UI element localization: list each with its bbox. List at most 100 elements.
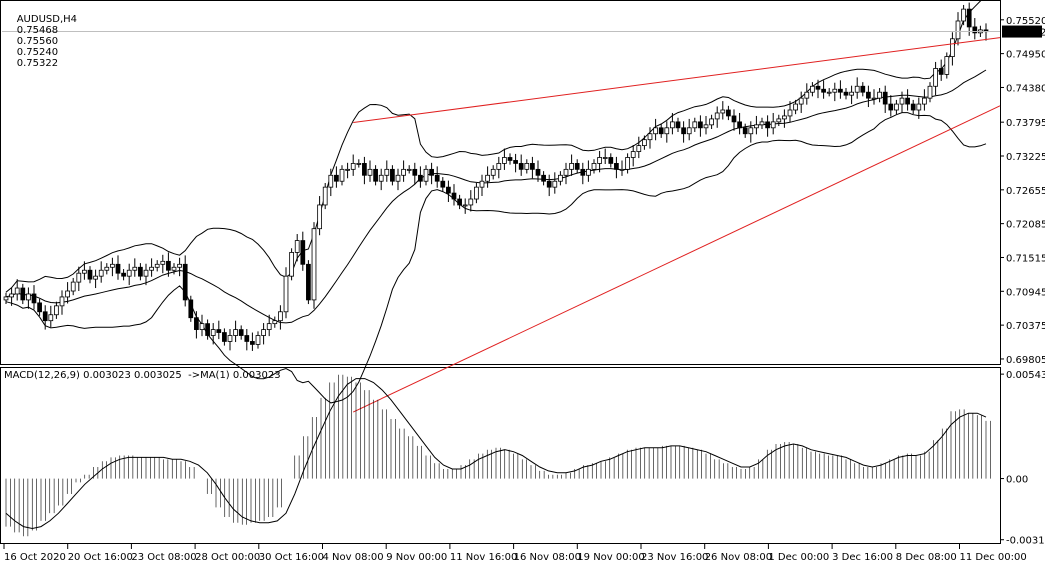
candle-body: [126, 269, 132, 277]
candle: [787, 101, 793, 123]
candle: [138, 263, 143, 281]
candle-body: [418, 174, 423, 182]
candle-body: [782, 115, 787, 120]
candle: [518, 154, 524, 176]
candle-body: [871, 97, 877, 100]
candle-body: [166, 260, 171, 271]
candle: [93, 269, 98, 289]
candle: [104, 263, 110, 275]
candle: [972, 18, 978, 40]
candle-body: [608, 157, 614, 164]
candle: [87, 266, 93, 284]
candle-body: [384, 168, 390, 176]
candle: [378, 168, 384, 191]
candle-body: [272, 320, 278, 325]
candle-body: [143, 269, 149, 277]
candle: [899, 91, 905, 113]
candle: [143, 263, 149, 286]
candle: [535, 160, 541, 182]
candle-body: [569, 163, 574, 170]
candle: [815, 79, 821, 99]
candle: [194, 311, 199, 339]
candle-body: [703, 124, 709, 129]
candle-body: [367, 168, 373, 176]
price-axis-label: 0.75520: [1006, 16, 1045, 27]
candle-body: [412, 168, 418, 176]
candle-body: [793, 103, 798, 111]
candle: [748, 121, 754, 143]
candle: [720, 101, 726, 120]
candle: [345, 162, 350, 179]
candle: [121, 269, 126, 281]
symbol-label: AUDUSD,H4: [16, 14, 78, 25]
candle-body: [714, 112, 720, 120]
candle-body: [552, 180, 558, 188]
candle-body: [843, 91, 849, 96]
candle: [871, 89, 877, 105]
candle-body: [888, 103, 894, 111]
candle-body: [121, 272, 126, 277]
candle: [199, 314, 205, 337]
candle-body: [675, 121, 681, 129]
candle-body: [720, 109, 726, 114]
candle-body: [832, 88, 838, 93]
candle: [9, 287, 14, 306]
candle-body: [14, 287, 20, 295]
candle: [166, 252, 171, 277]
candle-body: [182, 263, 188, 301]
candle-body: [474, 186, 479, 200]
candle: [250, 332, 255, 351]
candle-body: [362, 163, 367, 176]
candle-body: [457, 198, 462, 206]
time-axis-label: 16 Oct 2020: [4, 552, 66, 563]
candle-body: [356, 163, 362, 165]
candle: [619, 160, 625, 176]
candle: [938, 59, 944, 81]
candle: [692, 117, 698, 132]
candle: [82, 261, 87, 280]
candle-body: [625, 157, 630, 170]
candle: [289, 248, 294, 281]
candle: [485, 166, 490, 188]
candle-body: [390, 168, 395, 182]
candle: [625, 153, 630, 174]
candle-body: [261, 329, 266, 336]
candle: [356, 159, 362, 168]
candle-body: [115, 263, 121, 274]
candle-body: [48, 314, 54, 322]
candle: [681, 121, 686, 143]
candle: [838, 80, 843, 99]
candle: [754, 115, 759, 135]
candle: [37, 298, 42, 316]
candle-body: [378, 174, 384, 182]
candle: [26, 287, 31, 309]
symbol-header: AUDUSD,H4 0.75468 0.75560 0.75240 0.7532…: [4, 3, 77, 80]
channel-upper-line: [353, 37, 1001, 124]
candle-body: [899, 97, 905, 105]
candle-body: [653, 127, 658, 135]
candle-body: [37, 302, 42, 313]
candle-body: [955, 20, 961, 40]
candle: [888, 95, 894, 117]
candle-body: [199, 323, 205, 330]
candle: [642, 135, 647, 150]
candle-body: [770, 121, 776, 129]
candle: [950, 32, 955, 66]
candle-body: [916, 103, 922, 111]
candle-body: [563, 168, 569, 176]
candle: [804, 83, 810, 105]
candle: [955, 12, 961, 46]
candle-body: [289, 252, 294, 277]
macd-axis-label: 0.005433: [1006, 370, 1045, 381]
candle-body: [894, 103, 899, 111]
candle-body: [838, 88, 843, 93]
candle-body: [535, 168, 541, 176]
candle: [54, 301, 59, 319]
candle: [591, 159, 597, 174]
candle-body: [462, 204, 468, 207]
candle-body: [350, 163, 356, 170]
time-axis-label: 23 Oct 08:00: [131, 552, 196, 563]
candle: [849, 85, 854, 105]
candle-body: [429, 168, 434, 176]
